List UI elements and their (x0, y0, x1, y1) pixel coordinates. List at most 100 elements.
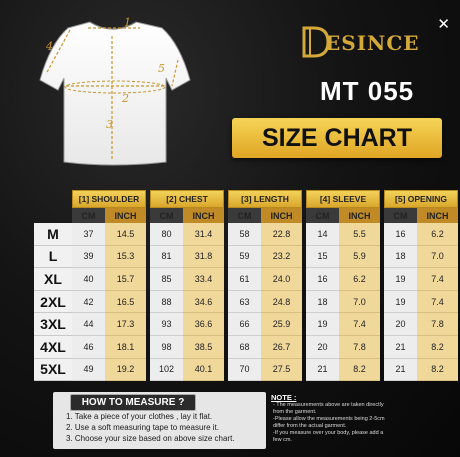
cell-cm: 40 (72, 268, 105, 291)
how-to-measure-title: HOW TO MEASURE ? (70, 394, 196, 411)
cell-cm: 14 (306, 223, 339, 246)
cell-inch: 8.2 (339, 358, 380, 382)
cell-cm: 18 (306, 290, 339, 314)
brand-name: ESINCE (325, 31, 420, 55)
unit-inch: INCH (339, 208, 380, 223)
brand-logo (302, 26, 330, 58)
cell-cm: 15 (306, 245, 339, 269)
unit-cm: CM (228, 208, 261, 223)
cell-inch: 16.5 (105, 290, 146, 314)
cell-cm: 102 (150, 358, 183, 382)
measure-step: 2. Use a soft measuring tape to measure … (66, 423, 219, 432)
cell-inch: 7.4 (339, 313, 380, 336)
cell-cm: 37 (72, 223, 105, 246)
cell-cm: 39 (72, 245, 105, 269)
cell-cm: 70 (228, 358, 261, 382)
measure-step: 3. Choose your size based on above size … (66, 434, 235, 443)
unit-cm: CM (384, 208, 417, 223)
cell-inch: 17.3 (105, 313, 146, 336)
cell-cm: 21 (384, 358, 417, 382)
cell-cm: 19 (306, 313, 339, 336)
model-number: MT 055 (320, 76, 415, 106)
label-chest: 2 (121, 92, 129, 105)
size-label: 3XL (34, 313, 72, 336)
cell-cm: 21 (306, 358, 339, 382)
cell-inch: 31.8 (183, 245, 224, 269)
cell-cm: 16 (384, 223, 417, 246)
cell-cm: 68 (228, 335, 261, 359)
cell-cm: 49 (72, 358, 105, 382)
cell-inch: 24.8 (261, 290, 302, 314)
unit-inch: INCH (261, 208, 302, 223)
cell-inch: 27.5 (261, 358, 302, 382)
note-line: -Please allow the measurements being 2-5… (273, 416, 385, 422)
cell-inch: 26.7 (261, 335, 302, 359)
note-line: from the garment. (273, 409, 317, 415)
cell-inch: 22.8 (261, 223, 302, 246)
cell-inch: 23.2 (261, 245, 302, 269)
cell-inch: 6.2 (417, 223, 458, 246)
header-sleeve: [4] SLEEVE (306, 190, 380, 208)
cell-cm: 20 (384, 313, 417, 336)
cell-cm: 61 (228, 268, 261, 291)
note-title: NOTE : (271, 393, 297, 402)
cell-inch: 34.6 (183, 290, 224, 314)
cell-inch: 14.5 (105, 223, 146, 246)
cell-cm: 16 (306, 268, 339, 291)
size-label: M (34, 223, 72, 246)
unit-inch: INCH (183, 208, 224, 223)
cell-cm: 19 (384, 268, 417, 291)
cell-inch: 38.5 (183, 335, 224, 359)
cell-inch: 8.2 (417, 335, 458, 359)
cell-cm: 66 (228, 313, 261, 336)
size-label: 2XL (34, 290, 72, 314)
cell-cm: 80 (150, 223, 183, 246)
cell-cm: 98 (150, 335, 183, 359)
cell-cm: 42 (72, 290, 105, 314)
size-row: 5XL 49 19.2 102 40.1 70 27.5 21 8.2 21 8… (34, 358, 458, 382)
cell-cm: 18 (384, 245, 417, 269)
note-line: -If you measure over your body, please a… (273, 430, 384, 436)
label-sleeve: 4 (45, 40, 53, 53)
label-shoulder: 1 (124, 16, 131, 29)
cell-inch: 5.5 (339, 223, 380, 246)
cell-inch: 7.0 (339, 290, 380, 314)
size-row: 2XL 42 16.5 88 34.6 63 24.8 18 7.0 19 7.… (34, 290, 458, 314)
close-icon[interactable]: ✕ (437, 16, 450, 33)
note-line: few cm. (273, 437, 292, 443)
cell-inch: 7.8 (417, 313, 458, 336)
cell-cm: 21 (384, 335, 417, 359)
unit-inch: INCH (105, 208, 146, 223)
header-opening: [5] OPENING (384, 190, 458, 208)
size-row: 4XL 46 18.1 98 38.5 68 26.7 20 7.8 21 8.… (34, 335, 458, 359)
note-line: - The measurements above are taken direc… (273, 402, 384, 408)
cell-inch: 33.4 (183, 268, 224, 291)
cell-inch: 25.9 (261, 313, 302, 336)
cell-inch: 24.0 (261, 268, 302, 291)
size-row: M 37 14.5 80 31.4 58 22.8 14 5.5 16 6.2 (34, 223, 458, 246)
header-length: [3] LENGTH (228, 190, 302, 208)
cell-cm: 19 (384, 290, 417, 314)
cell-inch: 18.1 (105, 335, 146, 359)
size-label: 5XL (34, 358, 72, 382)
size-row: L 39 15.3 81 31.8 59 23.2 15 5.9 18 7.0 (34, 245, 458, 269)
header-chest: [2] CHEST (150, 190, 224, 208)
cell-cm: 63 (228, 290, 261, 314)
cell-inch: 31.4 (183, 223, 224, 246)
cell-inch: 40.1 (183, 358, 224, 382)
cell-inch: 7.4 (417, 268, 458, 291)
cell-inch: 19.2 (105, 358, 146, 382)
cell-cm: 93 (150, 313, 183, 336)
cell-cm: 20 (306, 335, 339, 359)
measure-step: 1. Take a piece of your clothes , lay it… (66, 412, 213, 421)
cell-inch: 8.2 (417, 358, 458, 382)
cell-cm: 88 (150, 290, 183, 314)
unit-cm: CM (72, 208, 105, 223)
size-row: 3XL 44 17.3 93 36.6 66 25.9 19 7.4 20 7.… (34, 313, 458, 336)
unit-inch: INCH (417, 208, 458, 223)
cell-cm: 59 (228, 245, 261, 269)
cell-inch: 7.0 (417, 245, 458, 269)
label-opening: 5 (158, 62, 165, 75)
cell-inch: 5.9 (339, 245, 380, 269)
cell-cm: 46 (72, 335, 105, 359)
